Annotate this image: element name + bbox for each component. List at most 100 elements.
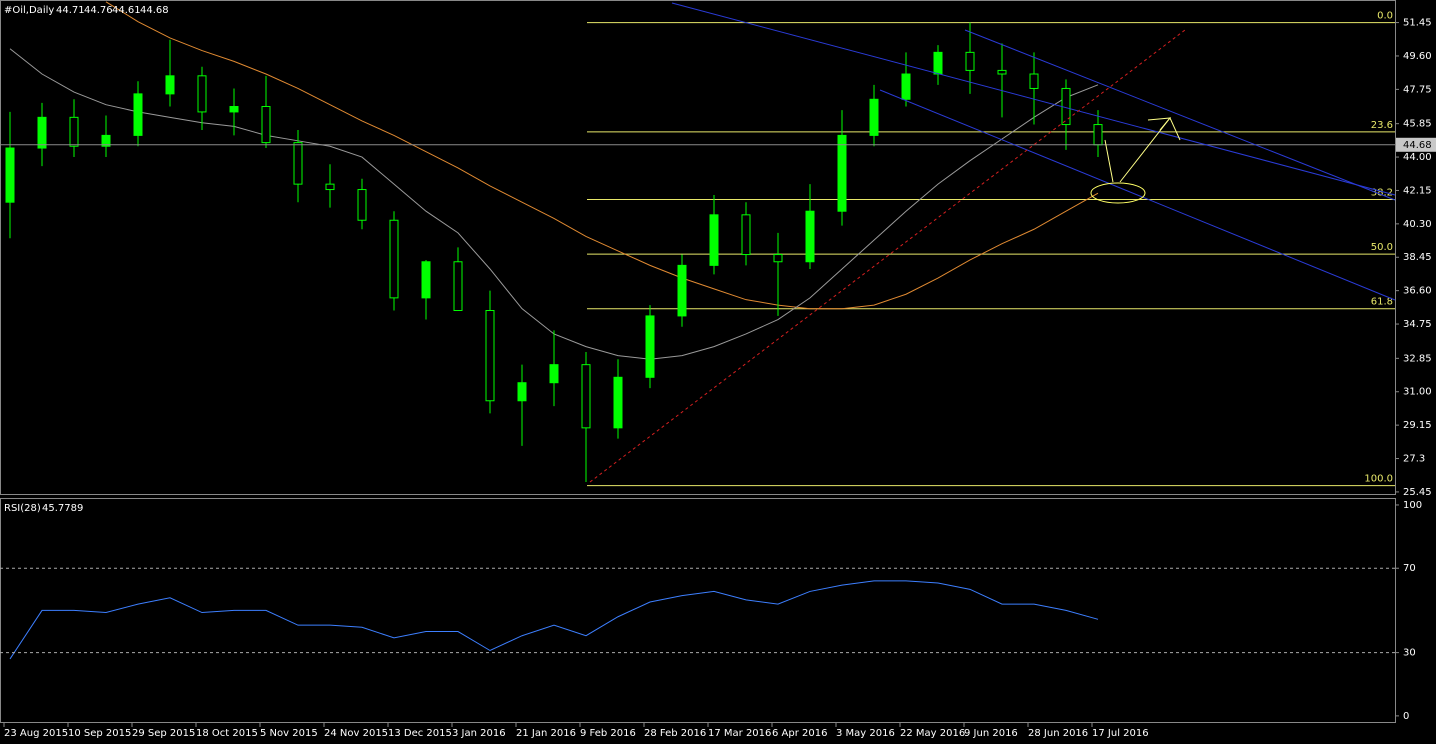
rsi-line [9, 580, 1099, 660]
candle-body [549, 364, 559, 384]
candle-body [1029, 73, 1039, 89]
x-tick-label: 23 Aug 2015 [4, 728, 68, 739]
price-panel [0, 0, 1396, 495]
x-tick-label: 21 Jan 2016 [516, 728, 576, 739]
fib-label: 0.0 [1377, 11, 1393, 22]
arrow [1104, 139, 1114, 183]
x-tick-label: 29 Sep 2015 [132, 728, 195, 739]
candle-body [773, 254, 783, 263]
x-tick-label: 3 May 2016 [836, 728, 895, 739]
symbol: #Oil,Daily [4, 5, 54, 16]
candle-body [965, 51, 975, 71]
candle-body [389, 219, 399, 299]
x-tick-label: 17 Jul 2016 [1092, 728, 1149, 739]
y-tick-label: 51.45 [1403, 18, 1432, 29]
fib-label: 61.8 [1371, 297, 1393, 308]
candle-body [453, 261, 463, 312]
x-tick-label: 9 Feb 2016 [580, 728, 636, 739]
x-tick-label: 9 Jun 2016 [964, 728, 1018, 739]
candle-body [421, 261, 431, 299]
candle-body [517, 382, 527, 402]
fib-label: 100.0 [1364, 474, 1393, 485]
x-tick-label: 18 Oct 2015 [196, 728, 258, 739]
y-tick-label: 29.15 [1403, 420, 1432, 431]
candle-body [613, 376, 623, 429]
y-tick-label: 70 [1403, 563, 1416, 574]
rsi-value: 45.7789 [42, 503, 83, 514]
current-price-box [1396, 137, 1436, 152]
moving-average [105, 1, 1099, 310]
y-tick-label: 36.60 [1403, 286, 1432, 297]
ohlc-low: 44.61 [112, 5, 141, 16]
channel-line [964, 29, 1396, 201]
candle-body [261, 106, 271, 144]
x-tick-label: 3 Jan 2016 [452, 728, 506, 739]
candle-body [677, 264, 687, 317]
trend-line [589, 29, 1186, 483]
x-tick-label: 6 Apr 2016 [772, 728, 827, 739]
y-tick-label: 47.75 [1403, 84, 1432, 95]
annotations [589, 2, 1396, 483]
candle-body [357, 189, 367, 221]
arrow-head [1147, 117, 1172, 131]
ohlc-close: 44.68 [140, 5, 169, 16]
y-tick-label: 49.60 [1403, 51, 1432, 62]
target-ellipse [1090, 182, 1146, 204]
candle-body [165, 75, 175, 95]
candle-body [581, 364, 591, 429]
y-tick-label: 32.85 [1403, 353, 1432, 364]
y-tick-label: 42.15 [1403, 185, 1432, 196]
current-price-label: 44.68 [1403, 140, 1432, 151]
x-tick-label: 24 Nov 2015 [324, 728, 388, 739]
candle-body [709, 214, 719, 266]
candle-body [837, 134, 847, 212]
candle-body [37, 116, 47, 149]
x-tick-label: 22 May 2016 [900, 728, 965, 739]
candle-body [133, 93, 143, 136]
candle-body [197, 75, 207, 113]
y-tick-label: 27.3 [1403, 454, 1425, 465]
candle-body [101, 134, 111, 147]
fib-label: 38.2 [1371, 187, 1393, 198]
x-tick-label: 13 Dec 2015 [388, 728, 452, 739]
y-tick-label: 31.00 [1403, 387, 1432, 398]
candle-body [485, 310, 495, 402]
candle-body [901, 73, 911, 100]
candle-body [805, 210, 815, 263]
y-tick-label: 45.85 [1403, 119, 1432, 130]
candle-body [325, 183, 335, 191]
y-tick-label: 30 [1403, 648, 1416, 659]
ohlc-open: 44.71 [56, 5, 85, 16]
x-tick-label: 28 Feb 2016 [644, 728, 706, 739]
channel-line [671, 2, 1396, 196]
y-tick-label: 40.30 [1403, 219, 1432, 230]
rsi-panel [0, 498, 1396, 723]
channel-line [879, 89, 1396, 301]
candle-body [69, 116, 79, 147]
candle-body [5, 147, 15, 203]
rsi-title: RSI(28) [4, 503, 41, 514]
fib-label: 50.0 [1371, 242, 1393, 253]
candle-body [933, 51, 943, 75]
ohlc-high: 44.76 [84, 5, 113, 16]
x-tick-label: 28 Jun 2016 [1028, 728, 1088, 739]
candle-body [293, 142, 303, 185]
candle-body [741, 214, 751, 256]
candle-body [997, 69, 1007, 75]
y-tick-label: 38.45 [1403, 252, 1432, 263]
x-tick-label: 5 Nov 2015 [260, 728, 318, 739]
x-tick-label: 10 Sep 2015 [68, 728, 131, 739]
y-tick-label: 34.75 [1403, 319, 1432, 330]
candle-body [1093, 124, 1103, 146]
fib-label: 23.6 [1371, 120, 1393, 131]
candle-body [229, 106, 239, 113]
y-tick-label: 44.00 [1403, 152, 1432, 163]
y-tick-label: 100 [1403, 500, 1422, 511]
candle-body [645, 315, 655, 378]
candle-body [869, 98, 879, 136]
x-tick-label: 17 Mar 2016 [708, 728, 771, 739]
y-tick-label: 25.45 [1403, 487, 1432, 498]
